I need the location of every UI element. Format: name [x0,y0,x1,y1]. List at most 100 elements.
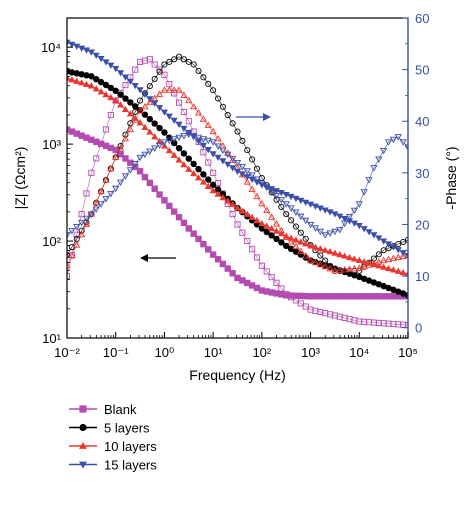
legend-marker-1 [79,423,87,432]
impedance-point [214,154,222,161]
impedance-point [272,227,280,234]
impedance-point [395,288,402,295]
impedance-point [365,229,373,236]
phase-point [272,220,281,227]
impedance-point [122,155,129,162]
impedance-point [351,272,358,279]
impedance-point [390,286,397,294]
phase-point [199,115,208,122]
phase-point [161,71,168,78]
phase-point [389,254,398,262]
impedance-point [68,128,76,135]
phase-point [77,219,86,227]
impedance-point [175,121,183,129]
phase-point [160,139,169,146]
phase-point [336,227,344,234]
phase-point [278,285,285,292]
y-right-tick-label: 20 [415,217,429,232]
phase-point [321,232,329,239]
phase-point [210,169,217,176]
impedance-point [365,293,373,300]
phase-point [302,252,310,259]
impedance-point [92,52,100,60]
phase-point [273,196,280,203]
impedance-point [102,81,110,89]
impedance-point [112,146,119,154]
impedance-point [117,91,124,98]
phase-point [375,156,383,163]
phase-point [234,128,241,135]
impedance-point [239,277,246,284]
impedance-point [83,72,90,79]
phase-point [200,74,207,81]
phase-point [253,176,261,183]
phase-point [258,199,266,207]
phase-point [185,118,192,125]
phase-point [288,217,295,224]
impedance-point [278,291,285,298]
phase-point [345,214,354,221]
impedance-point [326,293,334,300]
impedance-point [404,253,408,260]
phase-point [131,161,139,168]
impedance-point [351,293,358,300]
impedance-point [117,70,125,77]
impedance-point [97,88,105,95]
impedance-point [185,129,193,137]
impedance-point [78,45,86,52]
phase-point [263,206,271,214]
impedance-point [146,179,154,187]
phase-point [394,253,402,261]
y-right-tick-label: 30 [415,166,429,181]
impedance-point [141,91,149,98]
y-right-axis-title: -Phase (°) [443,146,459,209]
impedance-point [190,230,197,237]
impedance-point [360,275,368,282]
impedance-point [78,79,86,86]
impedance-point [131,83,139,90]
phase-point [384,255,393,263]
impedance-point [67,39,71,47]
phase-point [395,241,402,248]
impedance-point [136,87,144,94]
impedance-point [73,77,81,84]
phase-point [151,61,158,68]
phase-point [365,177,373,184]
impedance-point [370,232,378,239]
phase-point [224,111,231,119]
impedance-point [273,235,280,243]
impedance-point [268,289,275,296]
x-tick-label: 10⁰ [155,345,175,360]
legend-label-2: 10 layers [104,439,157,454]
impedance-point [394,247,402,254]
phase-point [263,268,270,275]
impedance-point [219,260,227,268]
impedance-point [224,197,232,204]
phase-point [102,126,110,133]
impedance-point [87,49,95,56]
impedance-point [375,281,382,288]
impedance-point [307,242,315,249]
impedance-point [331,249,339,256]
impedance-point [126,78,134,85]
impedance-point [341,216,349,223]
impedance-point [243,210,251,217]
impedance-point [389,244,397,251]
phase-point [116,144,125,151]
impedance-point [195,138,203,145]
x-axis-title: Frequency (Hz) [189,367,285,383]
phase-point [73,241,81,248]
x-tick-label: 10⁵ [398,345,418,360]
phase-point [166,58,173,65]
phase-point [258,262,265,269]
impedance-point [156,124,163,132]
phase-point [233,159,242,167]
phase-point [229,211,236,218]
phase-point [83,190,90,197]
phase-point [185,58,192,65]
impedance-point [263,228,270,236]
impedance-point [107,144,115,152]
impedance-point [112,96,120,104]
phase-point [404,144,408,151]
phase-point [316,228,324,236]
